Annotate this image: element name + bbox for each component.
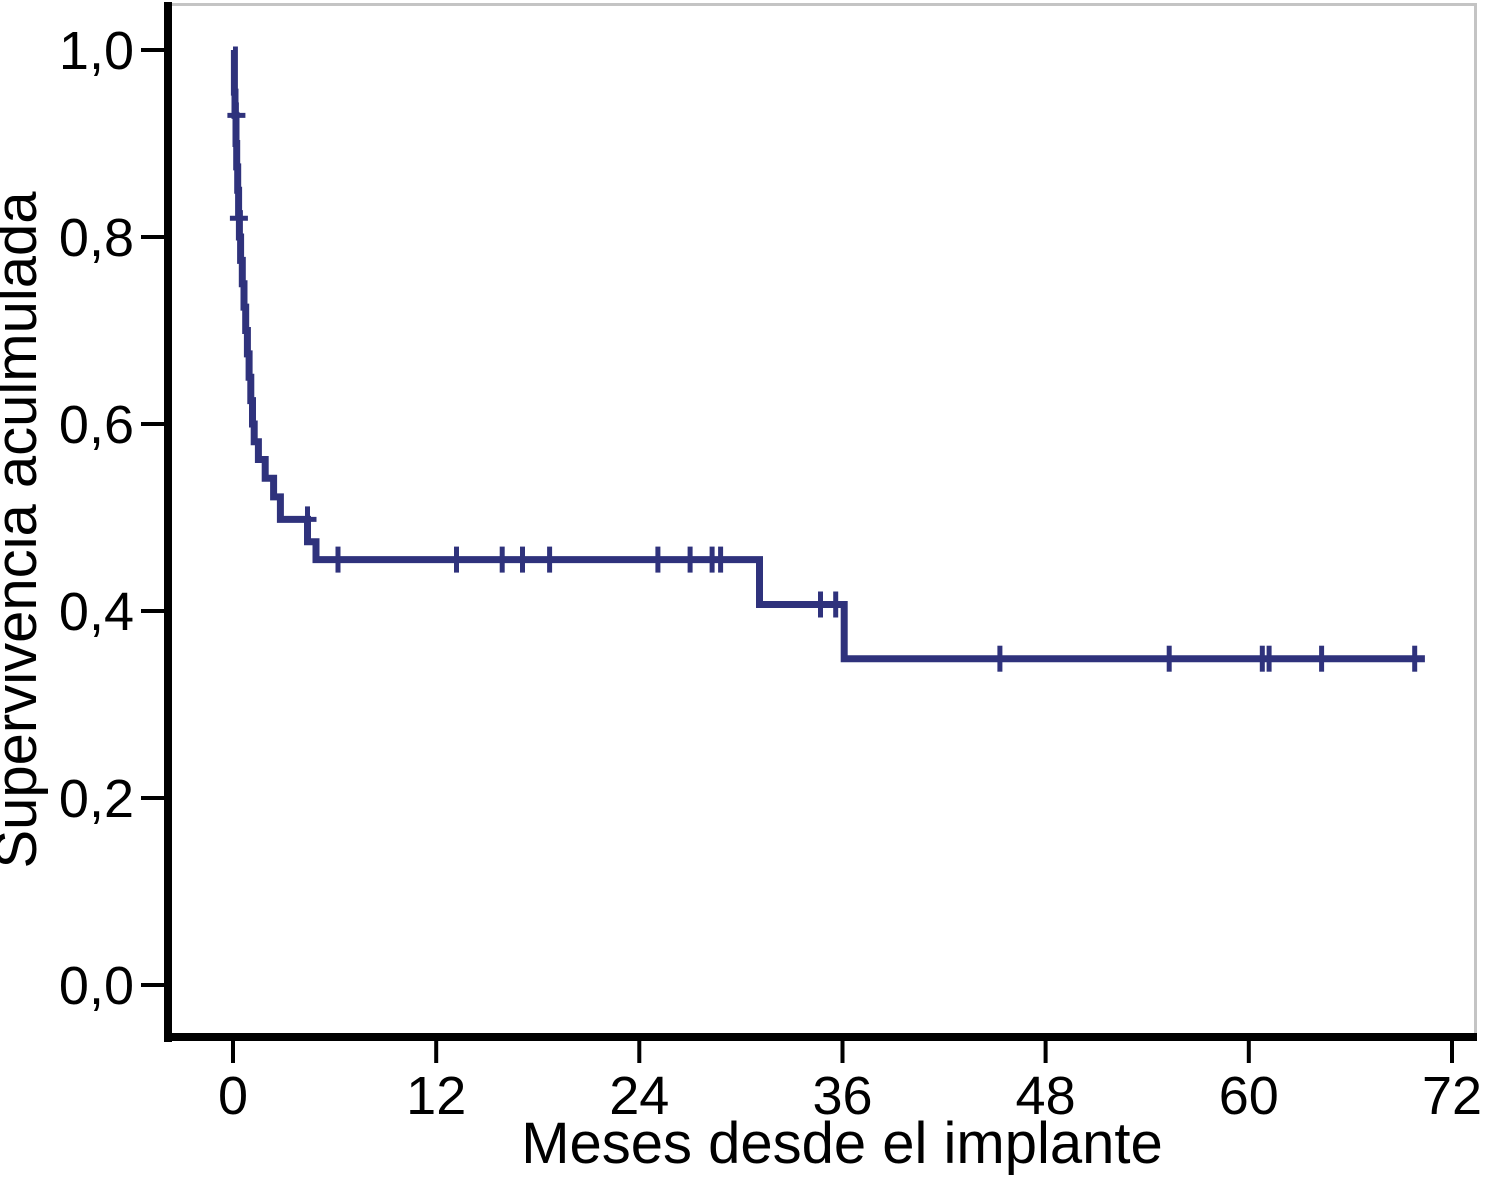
y-axis-title: Supervivencia aculmulada — [0, 191, 49, 869]
x-axis-line — [164, 1033, 1477, 1041]
x-axis-title: Meses desde el implante — [521, 1111, 1163, 1176]
y-axis-line — [164, 2, 172, 1042]
x-tick-label: 60 — [1219, 1066, 1279, 1126]
km-curve — [230, 46, 1425, 663]
x-tick-label: 48 — [1016, 1066, 1076, 1126]
x-tick-label: 36 — [812, 1066, 872, 1126]
plot-border-right — [1474, 3, 1477, 1035]
plot-frame — [164, 2, 1477, 1042]
axis-tick-labels: 1,0 0,8 0,6 0,4 0,2 0,0 0 12 24 36 48 60 72 — [59, 21, 1482, 1126]
axis-ticks — [141, 48, 1454, 1063]
x-tick-label: 72 — [1422, 1066, 1482, 1126]
y-tick-label: 1,0 — [59, 21, 134, 81]
y-tick-label: 0,2 — [59, 769, 134, 829]
y-tick-label: 0,8 — [59, 208, 134, 268]
y-tick-label: 0,6 — [59, 395, 134, 455]
y-tick-label: 0,4 — [59, 582, 134, 642]
censor-marks — [227, 102, 1424, 672]
x-tick-label: 0 — [218, 1066, 248, 1126]
x-tick-label: 12 — [406, 1066, 466, 1126]
x-tick-label: 24 — [609, 1066, 669, 1126]
km-step-path — [230, 46, 1425, 663]
y-tick-label: 0,0 — [59, 956, 134, 1016]
plot-border-top — [168, 3, 1477, 6]
